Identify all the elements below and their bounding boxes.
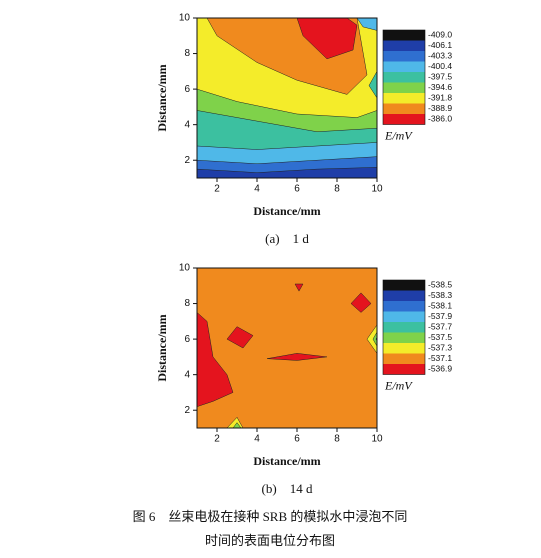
colorbar-tick-label: -406.1 — [428, 40, 452, 50]
colorbar-tick-label: -391.8 — [428, 93, 452, 103]
colorbar-tick-label: -538.3 — [428, 290, 452, 300]
colorbar-swatch — [383, 114, 425, 125]
x-tick-label: 6 — [294, 184, 300, 195]
x-axis-label: Distance/mm — [253, 454, 320, 468]
contour-region — [266, 353, 328, 361]
y-tick-label: 4 — [184, 369, 190, 380]
x-tick-label: 8 — [334, 184, 340, 195]
colorbar-tick-label: -400.4 — [428, 61, 452, 71]
colorbar-tick-label: -394.6 — [428, 82, 452, 92]
y-tick-label: 6 — [184, 334, 190, 345]
panel-label: (b) 14 d — [262, 481, 313, 496]
colorbar-tick-label: -537.1 — [428, 353, 452, 363]
y-tick-label: 8 — [184, 48, 190, 59]
colorbar-swatch — [383, 280, 425, 291]
colorbar-swatch — [383, 103, 425, 114]
contour-region — [366, 324, 377, 354]
colorbar-label: E/mV — [384, 128, 413, 142]
colorbar-swatch — [383, 93, 425, 104]
colorbar-swatch — [383, 301, 425, 312]
x-tick-label: 2 — [214, 434, 220, 445]
colorbar-swatch — [383, 61, 425, 72]
y-axis-label: Distance/mm — [155, 64, 169, 131]
colorbar-tick-label: -537.3 — [428, 343, 452, 353]
contour-region — [294, 283, 304, 292]
x-axis-label: Distance/mm — [253, 204, 320, 218]
colorbar-swatch — [383, 332, 425, 343]
colorbar-frame — [382, 29, 426, 125]
y-tick-label: 2 — [184, 155, 190, 166]
contour-region — [197, 312, 234, 407]
colorbar-tick-label: -536.9 — [428, 364, 452, 374]
contour-region — [226, 326, 254, 349]
x-tick-label: 6 — [294, 434, 300, 445]
colorbar-swatch — [383, 364, 425, 375]
colorbar-swatch — [383, 51, 425, 62]
caption-line: 时间的表面电位分布图 — [205, 533, 335, 548]
colorbar-tick-label: -537.9 — [428, 311, 452, 321]
x-tick-label: 8 — [334, 434, 340, 445]
colorbar-tick-label: -409.0 — [428, 30, 452, 40]
y-tick-label: 6 — [184, 84, 190, 95]
contour-region — [356, 18, 377, 31]
plot-frame — [196, 17, 378, 179]
y-tick-label: 10 — [179, 263, 191, 274]
x-tick-label: 10 — [371, 434, 383, 445]
colorbar-swatch — [383, 82, 425, 93]
colorbar-tick-label: -386.0 — [428, 114, 452, 124]
contour-region — [197, 268, 377, 428]
colorbar-frame — [382, 279, 426, 375]
y-tick-label: 8 — [184, 298, 190, 309]
y-tick-label: 10 — [179, 13, 191, 24]
colorbar-label: E/mV — [384, 378, 413, 392]
caption-line: 图 6 丝束电极在接种 SRB 的模拟水中浸泡不同 — [133, 509, 408, 524]
contour-region — [372, 331, 377, 347]
x-tick-label: 4 — [254, 184, 260, 195]
colorbar-tick-label: -397.5 — [428, 72, 452, 82]
plot-frame — [196, 267, 378, 429]
colorbar-swatch — [383, 343, 425, 354]
contour-region — [296, 18, 358, 60]
y-tick-label: 4 — [184, 119, 190, 130]
colorbar-swatch — [383, 311, 425, 322]
y-axis-label: Distance/mm — [155, 314, 169, 381]
panel-label: (a) 1 d — [265, 231, 309, 246]
contour-region — [232, 422, 242, 428]
contour-region — [350, 292, 372, 313]
x-tick-label: 2 — [214, 184, 220, 195]
colorbar-swatch — [383, 353, 425, 364]
colorbar-swatch — [383, 322, 425, 333]
colorbar-swatch — [383, 290, 425, 301]
colorbar-tick-label: -538.5 — [428, 280, 452, 290]
colorbar-tick-label: -388.9 — [428, 103, 452, 113]
x-tick-label: 10 — [371, 184, 383, 195]
y-tick-label: 2 — [184, 405, 190, 416]
colorbar-tick-label: -537.5 — [428, 332, 452, 342]
x-tick-label: 4 — [254, 434, 260, 445]
colorbar-swatch — [383, 72, 425, 83]
colorbar-tick-label: -538.1 — [428, 301, 452, 311]
colorbar-tick-label: -403.3 — [428, 51, 452, 61]
colorbar-tick-label: -537.7 — [428, 322, 452, 332]
colorbar-swatch — [383, 40, 425, 51]
colorbar-swatch — [383, 30, 425, 41]
contour-region — [368, 70, 377, 99]
